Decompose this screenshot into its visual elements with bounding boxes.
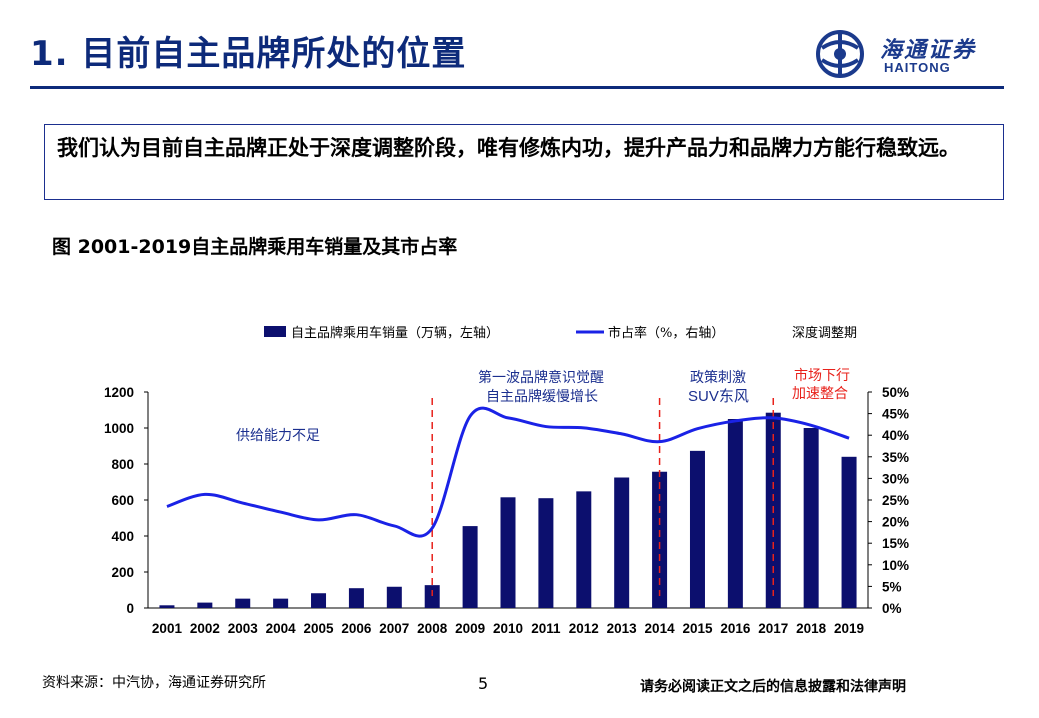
y2-tick-label-3: 15% (882, 536, 909, 551)
bar-2009 (462, 526, 478, 608)
bar-2007 (386, 586, 402, 608)
bar-2015 (689, 450, 705, 608)
x-tick-label-2010: 2010 (493, 621, 523, 636)
y-tick-label-0: 0 (126, 601, 134, 616)
logo-en: HAITONG (884, 60, 951, 75)
bar-2006 (348, 588, 364, 608)
y-tick-label-2: 400 (111, 529, 134, 544)
disclaimer: 请务必阅读正文之后的信息披露和法律声明 (640, 679, 906, 695)
y2-tick-label-1: 5% (882, 579, 902, 594)
y2-tick-label-5: 25% (882, 493, 909, 508)
annotation-supply: 供给能力不足 (236, 428, 320, 444)
source-note: 资料来源：中汽协，海通证券研究所 (42, 675, 266, 691)
legend-line-label: 市占率（%，右轴） (608, 325, 724, 341)
y2-tick-label-9: 45% (882, 407, 909, 422)
page-title: 1. 目前自主品牌所处的位置 (30, 34, 467, 74)
bar-2002 (197, 602, 213, 608)
legend-bar-label: 自主品牌乘用车销量（万辆，左轴） (291, 325, 499, 341)
bar-2014 (652, 471, 668, 608)
x-tick-label-2014: 2014 (645, 621, 676, 636)
bar-2008 (424, 585, 440, 608)
y-tick-label-6: 1200 (104, 385, 134, 400)
x-tick-label-2011: 2011 (531, 621, 561, 636)
y-tick-label-4: 800 (111, 457, 134, 472)
x-tick-label-2015: 2015 (682, 621, 713, 636)
y2-tick-label-2: 10% (882, 558, 909, 573)
y2-tick-label-10: 50% (882, 385, 909, 400)
page-number: 5 (478, 674, 489, 693)
bar-2018 (803, 428, 819, 608)
period-dividers (431, 398, 775, 596)
x-axis-ticks: 2001 2002 2003 2004 2005 2006 2007 2008 2009 2010… (152, 621, 864, 636)
x-tick-label-2016: 2016 (720, 621, 751, 636)
x-tick-label-2019: 2019 (834, 621, 864, 636)
bar-2013 (614, 477, 630, 608)
y2-tick-label-8: 40% (882, 428, 909, 443)
summary-box: 我们认为目前自主品牌正处于深度调整阶段，唯有修炼内功，提升产品力和品牌力方能行稳… (44, 124, 1004, 200)
y2-tick-label-6: 30% (882, 471, 909, 486)
x-tick-label-2007: 2007 (379, 621, 409, 636)
bar-2012 (576, 491, 592, 608)
left-axis-ticks: 0 200 400 600 800 1000 1200 (104, 385, 148, 616)
annotation-policy-2: SUV东风 (688, 388, 749, 405)
bar-2004 (273, 598, 289, 608)
x-tick-label-2012: 2012 (569, 621, 599, 636)
figure-title: 图 2001-2019自主品牌乘用车销量及其市占率 (52, 236, 458, 258)
market-share-line (166, 406, 850, 538)
legend-bar-swatch (264, 326, 286, 337)
x-tick-label-2003: 2003 (228, 621, 259, 636)
bar-2019 (841, 456, 857, 608)
y2-tick-label-7: 35% (882, 450, 909, 465)
right-axis-ticks: 0% 5% 10% 15% 20% 25% 30% 35% 40% 45% 50% (868, 385, 909, 616)
bar-2016 (727, 419, 743, 608)
logo-text: 海通证券 (880, 37, 977, 63)
x-tick-label-2013: 2013 (607, 621, 638, 636)
bar-2005 (311, 593, 327, 608)
y-tick-label-5: 1000 (104, 421, 134, 436)
y2-tick-label-4: 20% (882, 515, 909, 530)
bar-2011 (538, 498, 554, 608)
x-tick-label-2006: 2006 (341, 621, 372, 636)
x-tick-label-2009: 2009 (455, 621, 485, 636)
annotation-downturn-2: 加速整合 (792, 386, 848, 402)
bar-2001 (159, 605, 175, 608)
legend: 自主品牌乘用车销量（万辆，左轴） 市占率（%，右轴） 深度调整期 (264, 325, 857, 341)
x-tick-label-2017: 2017 (758, 621, 788, 636)
x-tick-label-2001: 2001 (152, 621, 183, 636)
y-tick-label-1: 200 (111, 565, 134, 580)
x-tick-label-2018: 2018 (796, 621, 827, 636)
bar-2003 (235, 598, 251, 608)
legend-extra-label: 深度调整期 (792, 325, 857, 341)
annotation-awakening-2: 自主品牌缓慢增长 (486, 388, 598, 405)
bar-series (159, 412, 857, 608)
x-tick-label-2002: 2002 (190, 621, 220, 636)
haitong-logo-icon (816, 30, 864, 78)
bar-2010 (500, 497, 516, 608)
y-tick-label-3: 600 (111, 493, 134, 508)
annotation-downturn-1: 市场下行 (794, 367, 850, 384)
x-tick-label-2005: 2005 (304, 621, 335, 636)
annotation-policy-1: 政策刺激 (690, 369, 746, 386)
x-tick-label-2004: 2004 (266, 621, 297, 636)
haitong-logo: 海通证券 HAITONG (812, 28, 1012, 82)
header-divider (30, 86, 1004, 89)
x-tick-label-2008: 2008 (417, 621, 448, 636)
y2-tick-label-0: 0% (882, 601, 902, 616)
annotation-awakening-1: 第一波品牌意识觉醒 (478, 369, 604, 386)
